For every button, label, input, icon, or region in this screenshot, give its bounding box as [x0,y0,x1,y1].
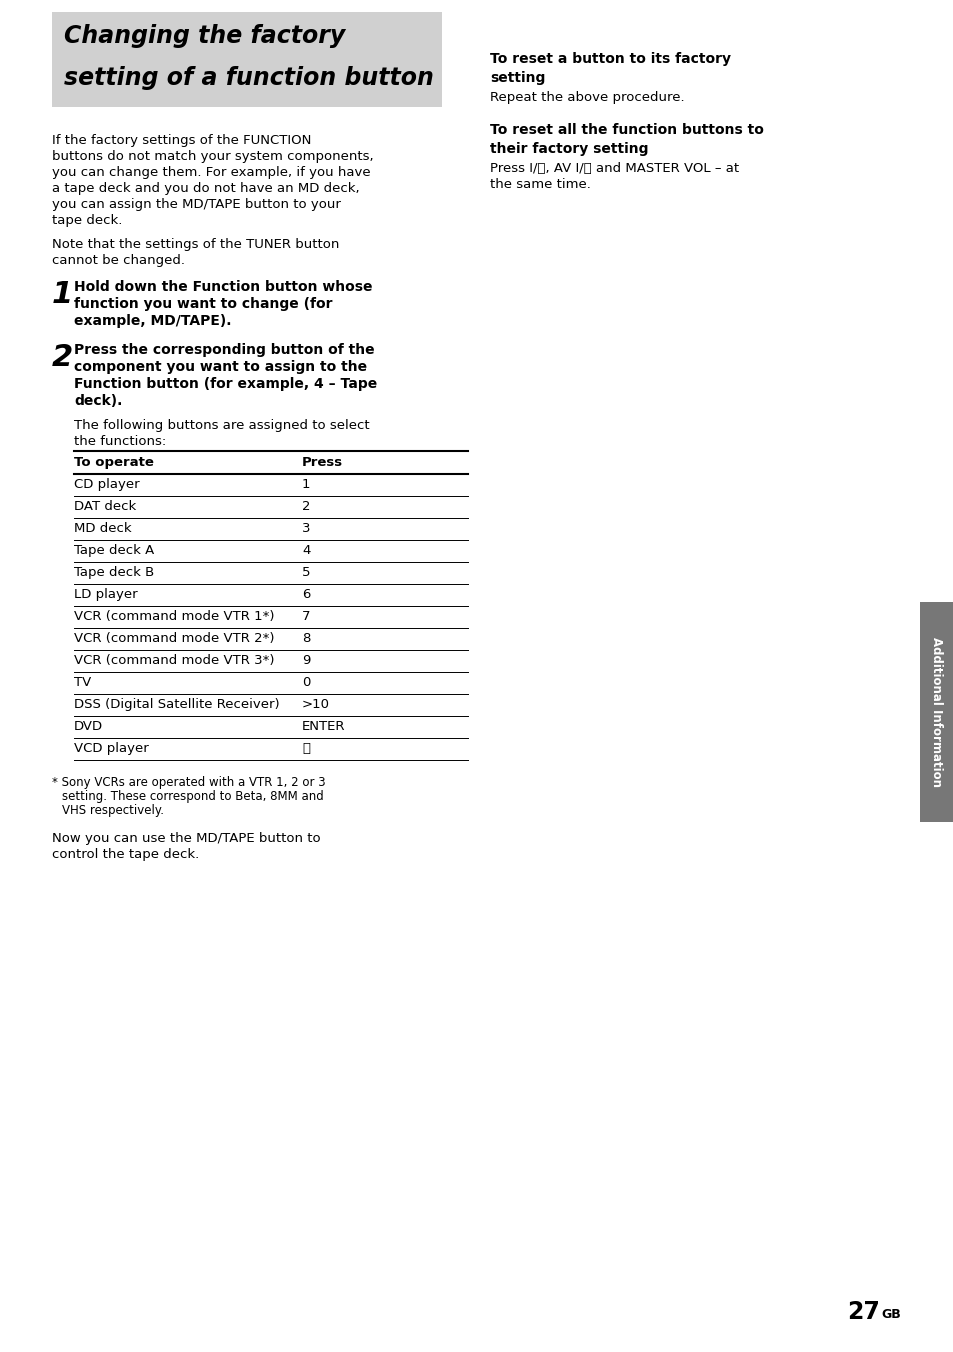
Text: their factory setting: their factory setting [490,142,648,155]
Text: Changing the factory: Changing the factory [64,24,345,49]
Text: 9: 9 [302,654,310,667]
Text: To reset all the function buttons to: To reset all the function buttons to [490,123,763,137]
Text: Press: Press [302,456,343,469]
Text: Press the corresponding button of the: Press the corresponding button of the [74,343,375,357]
Text: 8: 8 [302,631,310,645]
FancyBboxPatch shape [919,602,953,822]
Text: a tape deck and you do not have an MD deck,: a tape deck and you do not have an MD de… [52,183,359,195]
Text: VCR (command mode VTR 3*): VCR (command mode VTR 3*) [74,654,274,667]
Text: VHS respectively.: VHS respectively. [62,804,164,817]
Text: control the tape deck.: control the tape deck. [52,848,199,861]
Text: 6: 6 [302,588,310,602]
Text: The following buttons are assigned to select: The following buttons are assigned to se… [74,419,369,433]
Text: MD deck: MD deck [74,522,132,535]
Text: 1: 1 [52,280,73,310]
Text: DSS (Digital Satellite Receiver): DSS (Digital Satellite Receiver) [74,698,279,711]
Text: component you want to assign to the: component you want to assign to the [74,360,367,375]
Text: If the factory settings of the FUNCTION: If the factory settings of the FUNCTION [52,134,311,147]
Text: 5: 5 [302,566,310,579]
Text: Additional Information: Additional Information [929,637,943,787]
Text: LD player: LD player [74,588,137,602]
Text: TV: TV [74,676,91,690]
Text: 2: 2 [302,500,310,512]
Text: 1: 1 [302,479,310,491]
Text: ENTER: ENTER [302,721,345,733]
Text: deck).: deck). [74,393,122,408]
Text: VCR (command mode VTR 2*): VCR (command mode VTR 2*) [74,631,274,645]
Text: 4: 4 [302,544,310,557]
Text: 7: 7 [302,610,310,623]
Text: Press Ⅰ/⏻, AV Ⅰ/⏻ and MASTER VOL – at: Press Ⅰ/⏻, AV Ⅰ/⏻ and MASTER VOL – at [490,162,739,174]
Text: To operate: To operate [74,456,153,469]
Text: Note that the settings of the TUNER button: Note that the settings of the TUNER butt… [52,238,339,251]
Text: CD player: CD player [74,479,139,491]
Text: DAT deck: DAT deck [74,500,136,512]
Text: the functions:: the functions: [74,435,166,448]
Text: you can assign the MD/TAPE button to your: you can assign the MD/TAPE button to you… [52,197,340,211]
Text: Function button (for example, 4 – Tape: Function button (for example, 4 – Tape [74,377,376,391]
Text: 0: 0 [302,676,310,690]
Text: the same time.: the same time. [490,178,590,191]
Text: DVD: DVD [74,721,103,733]
Text: ⏮: ⏮ [302,742,310,754]
Text: setting. These correspond to Beta, 8MM and: setting. These correspond to Beta, 8MM a… [62,790,323,803]
FancyBboxPatch shape [52,12,441,107]
Text: Tape deck B: Tape deck B [74,566,154,579]
Text: Repeat the above procedure.: Repeat the above procedure. [490,91,684,104]
Text: function you want to change (for: function you want to change (for [74,297,333,311]
Text: tape deck.: tape deck. [52,214,122,227]
Text: cannot be changed.: cannot be changed. [52,254,185,266]
Text: Hold down the Function button whose: Hold down the Function button whose [74,280,372,293]
Text: setting of a function button: setting of a function button [64,66,434,91]
Text: buttons do not match your system components,: buttons do not match your system compone… [52,150,374,164]
Text: 2: 2 [52,343,73,372]
Text: To reset a button to its factory: To reset a button to its factory [490,51,730,66]
Text: * Sony VCRs are operated with a VTR 1, 2 or 3: * Sony VCRs are operated with a VTR 1, 2… [52,776,325,790]
Text: >10: >10 [302,698,330,711]
Text: 27: 27 [846,1301,879,1324]
Text: example, MD/TAPE).: example, MD/TAPE). [74,314,232,329]
Text: GB: GB [880,1307,900,1321]
Text: VCD player: VCD player [74,742,149,754]
Text: 3: 3 [302,522,310,535]
Text: Tape deck A: Tape deck A [74,544,154,557]
Text: you can change them. For example, if you have: you can change them. For example, if you… [52,166,370,178]
Text: Now you can use the MD/TAPE button to: Now you can use the MD/TAPE button to [52,831,320,845]
Text: setting: setting [490,72,545,85]
Text: VCR (command mode VTR 1*): VCR (command mode VTR 1*) [74,610,274,623]
